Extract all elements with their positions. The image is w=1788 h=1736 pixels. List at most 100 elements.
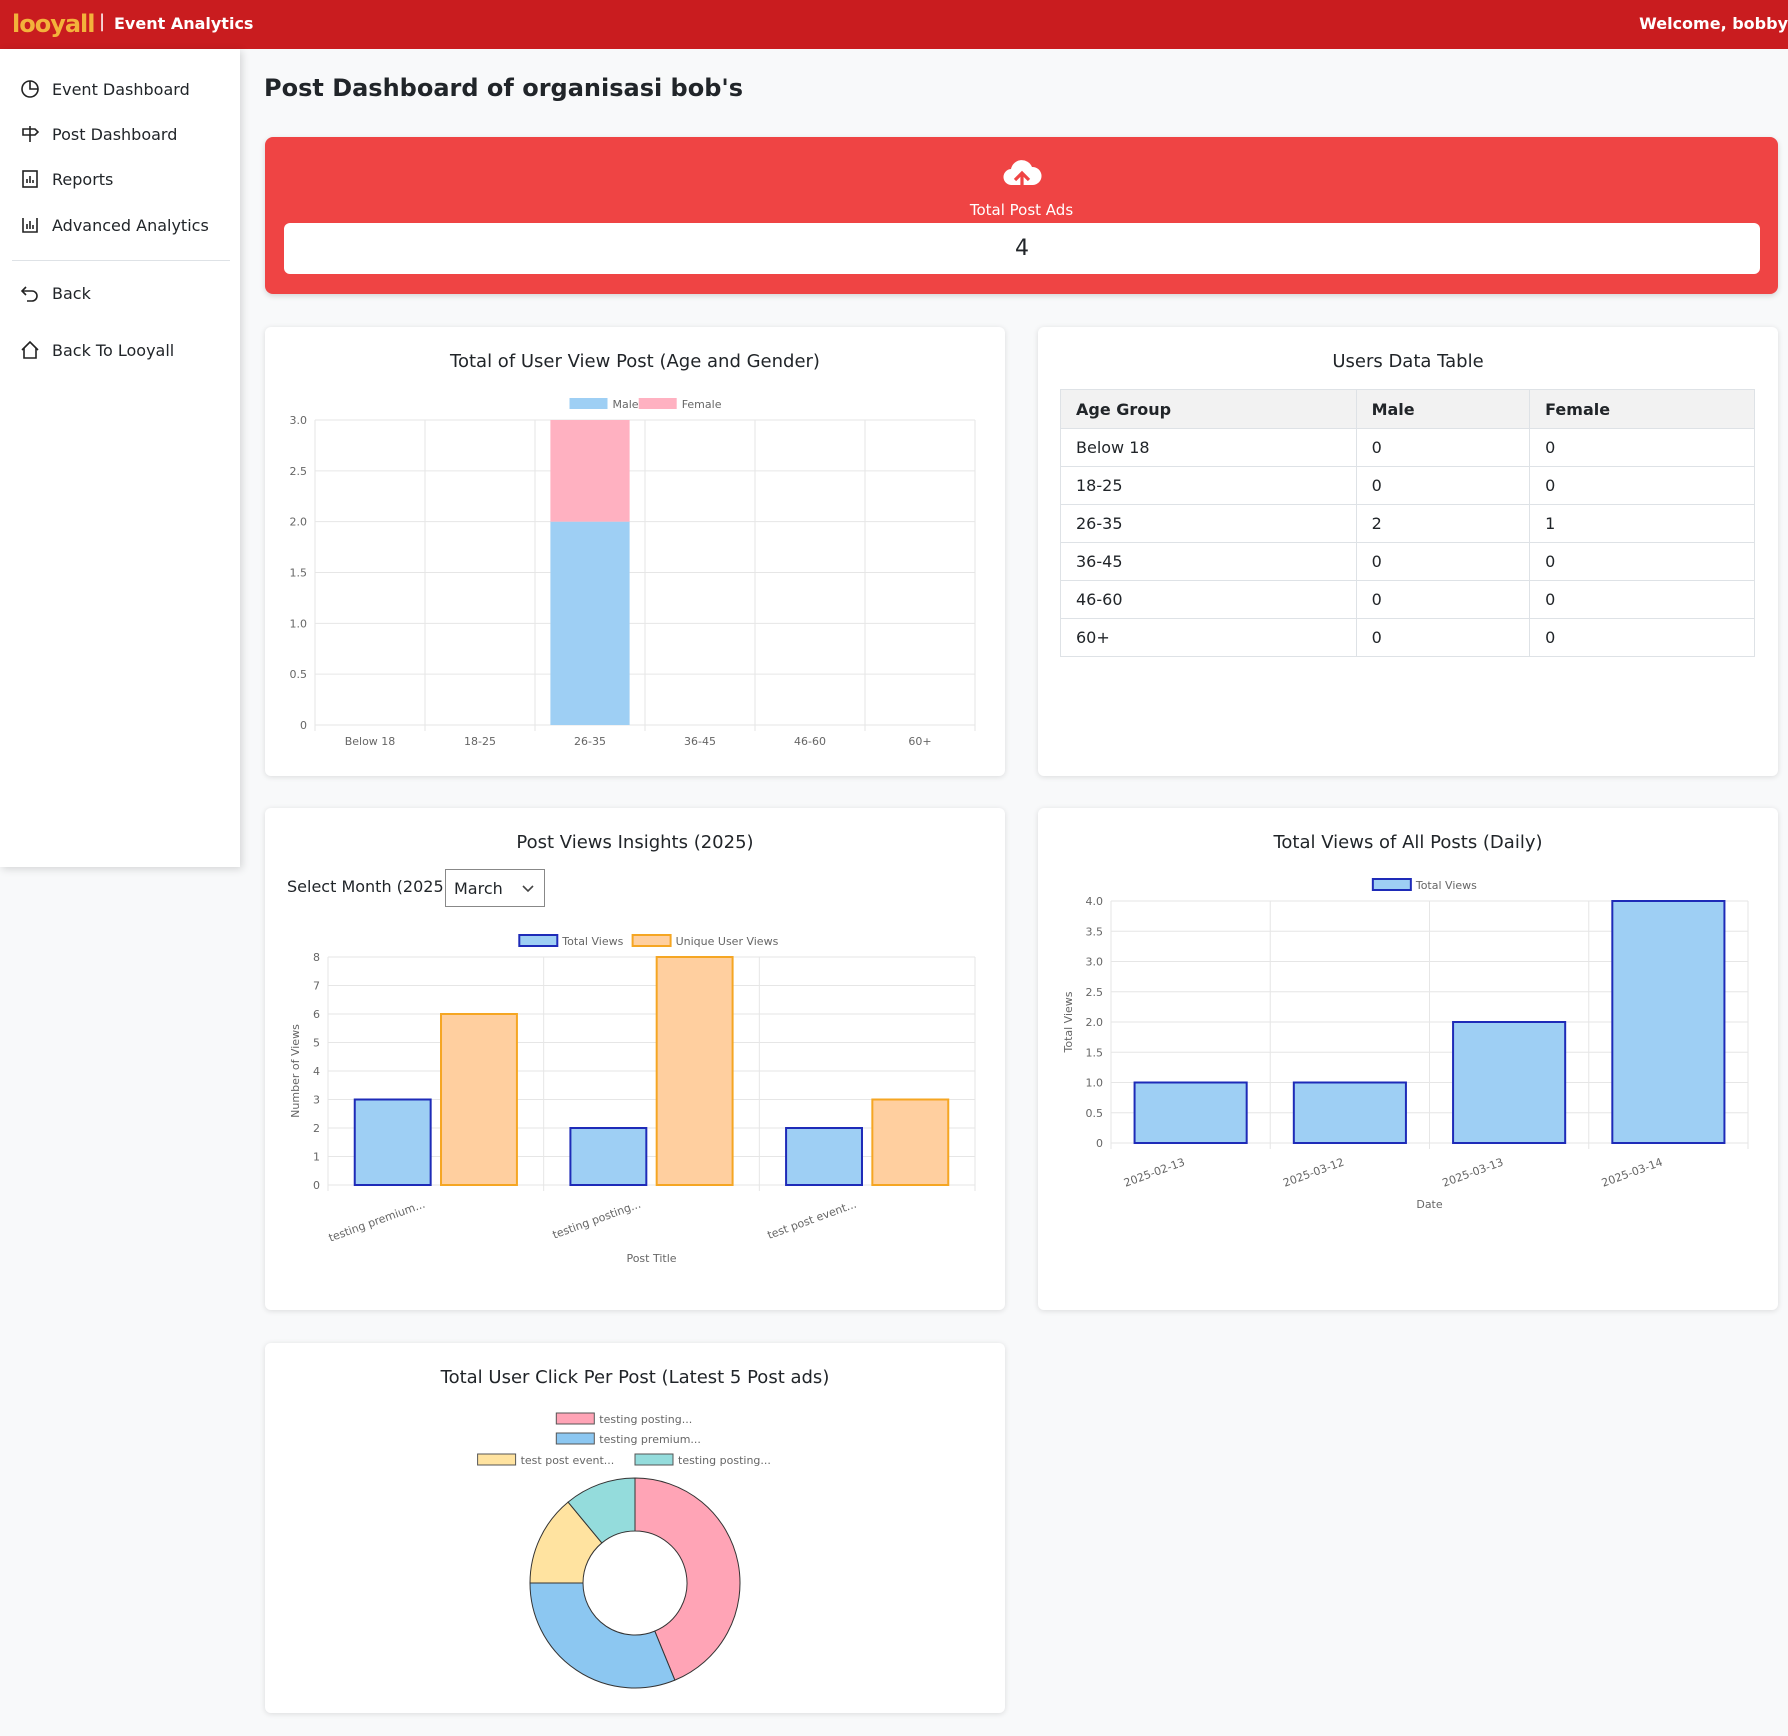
table-row: 26-35 2 1 bbox=[1060, 504, 1755, 543]
sidebar-item-back-to-looyall[interactable]: Back To Looyall bbox=[20, 337, 174, 363]
legend-swatch bbox=[477, 1453, 517, 1466]
x-tick-label: 26-35 bbox=[574, 735, 606, 748]
y-tick-label: 0 bbox=[300, 719, 307, 732]
legend-swatch bbox=[634, 1453, 674, 1466]
bar-chart-icon bbox=[22, 218, 38, 233]
legend-label: Unique User Views bbox=[676, 935, 779, 948]
legend-label: Female bbox=[682, 398, 722, 411]
total-post-ads-value: 4 bbox=[284, 223, 1760, 274]
male-cell: 2 bbox=[1355, 504, 1531, 543]
y-tick-label: 4.0 bbox=[1086, 895, 1104, 908]
legend-swatch bbox=[631, 934, 672, 947]
female-cell: 0 bbox=[1529, 466, 1755, 505]
y-tick-label: 3.0 bbox=[290, 414, 308, 427]
y-tick-label: 0 bbox=[1096, 1137, 1103, 1150]
bar bbox=[1611, 900, 1726, 1144]
user-clicks-chart-title: Total User Click Per Post (Latest 5 Post… bbox=[440, 1367, 830, 1388]
age-gender-chart-title: Total of User View Post (Age and Gender) bbox=[450, 351, 820, 372]
male-cell: 0 bbox=[1355, 580, 1531, 619]
y-tick-label: 5 bbox=[313, 1037, 320, 1050]
age-group-cell: Below 18 bbox=[1060, 428, 1357, 467]
x-axis-title: Date bbox=[1416, 1198, 1443, 1211]
legend-label: test post event... bbox=[521, 1454, 615, 1467]
legend-label: Male bbox=[613, 398, 639, 411]
bar bbox=[569, 1127, 648, 1186]
post-views-insights-card: Post Views Insights (2025) Select Month … bbox=[265, 808, 1005, 1310]
users-data-table-card: Users Data Table Age Group Male Female B… bbox=[1038, 327, 1778, 776]
month-select[interactable]: March bbox=[445, 869, 545, 907]
bar bbox=[1292, 1081, 1407, 1144]
x-tick-label: 60+ bbox=[908, 735, 931, 748]
donut-slice bbox=[529, 1582, 676, 1689]
legend-label: testing posting... bbox=[678, 1454, 771, 1467]
female-cell: 0 bbox=[1529, 618, 1755, 657]
age-gender-chart-card: Total of User View Post (Age and Gender)… bbox=[265, 327, 1005, 776]
sidebar-item-event-dashboard[interactable]: Event Dashboard bbox=[20, 76, 190, 102]
legend-label: testing posting... bbox=[599, 1413, 692, 1426]
y-tick-label: 6 bbox=[313, 1008, 320, 1021]
bar bbox=[1452, 1021, 1567, 1144]
y-tick-label: 0 bbox=[313, 1179, 320, 1192]
female-cell: 0 bbox=[1529, 428, 1755, 467]
table-header-row: Age Group Male Female bbox=[1060, 389, 1755, 429]
age-group-cell: 60+ bbox=[1060, 618, 1357, 657]
y-tick-label: 3 bbox=[313, 1094, 320, 1107]
header-male: Male bbox=[1355, 389, 1531, 429]
y-tick-label: 3.0 bbox=[1086, 956, 1104, 969]
x-tick-label: testing posting... bbox=[551, 1198, 643, 1242]
y-tick-label: 0.5 bbox=[290, 668, 308, 681]
legend-label: testing premium... bbox=[599, 1433, 701, 1446]
y-axis-title: Number of Views bbox=[289, 1024, 302, 1118]
sidebar-item-reports[interactable]: Reports bbox=[20, 166, 113, 192]
home-icon bbox=[21, 340, 39, 359]
table-row: 18-25 0 0 bbox=[1060, 466, 1755, 505]
x-tick-label: 18-25 bbox=[464, 735, 496, 748]
bar bbox=[655, 956, 734, 1186]
male-cell: 0 bbox=[1355, 618, 1531, 657]
female-cell: 0 bbox=[1529, 580, 1755, 619]
post-views-chart-title: Post Views Insights (2025) bbox=[516, 832, 754, 853]
bar bbox=[440, 1013, 518, 1186]
page-title: Post Dashboard of organisasi bob's bbox=[264, 74, 744, 102]
x-tick-label: 36-45 bbox=[684, 735, 716, 748]
x-tick-label: 2025-02-13 bbox=[1122, 1156, 1187, 1190]
chevron-down-icon bbox=[522, 885, 534, 893]
table-row: Below 18 0 0 bbox=[1060, 428, 1755, 467]
user-clicks-card: Total User Click Per Post (Latest 5 Post… bbox=[265, 1343, 1005, 1713]
y-tick-label: 7 bbox=[313, 980, 320, 993]
x-tick-label: Below 18 bbox=[345, 735, 396, 748]
sidebar-item-post-dashboard[interactable]: Post Dashboard bbox=[20, 121, 177, 147]
y-tick-label: 8 bbox=[313, 951, 320, 964]
female-cell: 0 bbox=[1529, 542, 1755, 581]
bar bbox=[550, 521, 630, 725]
sidebar-item-label: Back To Looyall bbox=[52, 340, 175, 360]
user-clicks-donut-chart: testing posting... testing premium... test… bbox=[477, 1412, 771, 1689]
donut-slice bbox=[634, 1477, 741, 1681]
sidebar: Event Dashboard Post Dashboard Reports A… bbox=[0, 49, 240, 867]
y-tick-label: 4 bbox=[313, 1065, 320, 1078]
y-tick-label: 3.5 bbox=[1086, 925, 1104, 938]
y-axis-title: Total Views bbox=[1062, 991, 1075, 1053]
total-post-ads-label: Total Post Ads bbox=[969, 201, 1074, 219]
y-tick-label: 1.5 bbox=[290, 567, 308, 580]
looyall-logo[interactable]: looyall bbox=[12, 10, 95, 38]
legend-swatch bbox=[638, 398, 677, 409]
welcome-user[interactable]: Welcome, bobby bbox=[1639, 14, 1788, 33]
report-icon bbox=[22, 170, 38, 188]
y-tick-label: 1.0 bbox=[290, 617, 308, 630]
header-female: Female bbox=[1529, 389, 1755, 429]
age-group-cell: 36-45 bbox=[1060, 542, 1357, 581]
legend-label: Total Views bbox=[561, 935, 623, 948]
sidebar-item-advanced-analytics[interactable]: Advanced Analytics bbox=[20, 212, 209, 238]
header-separator: | bbox=[99, 11, 106, 32]
top-bar: looyall | Event Analytics Welcome, bobby bbox=[0, 0, 1788, 49]
sidebar-item-label: Back bbox=[52, 283, 91, 303]
y-tick-label: 2.5 bbox=[1086, 986, 1104, 999]
male-cell: 0 bbox=[1355, 466, 1531, 505]
age-gender-chart: 0 0.5 1.0 1.5 2.0 2.5 3.0 Below 18 18-25 26-35 36-… bbox=[290, 398, 976, 748]
sidebar-item-back[interactable]: Back bbox=[20, 280, 91, 306]
x-tick-label: testing premium... bbox=[327, 1198, 427, 1245]
table-row: 46-60 0 0 bbox=[1060, 580, 1755, 619]
y-tick-label: 2 bbox=[313, 1122, 320, 1135]
daily-views-chart-title: Total Views of All Posts (Daily) bbox=[1273, 832, 1543, 853]
